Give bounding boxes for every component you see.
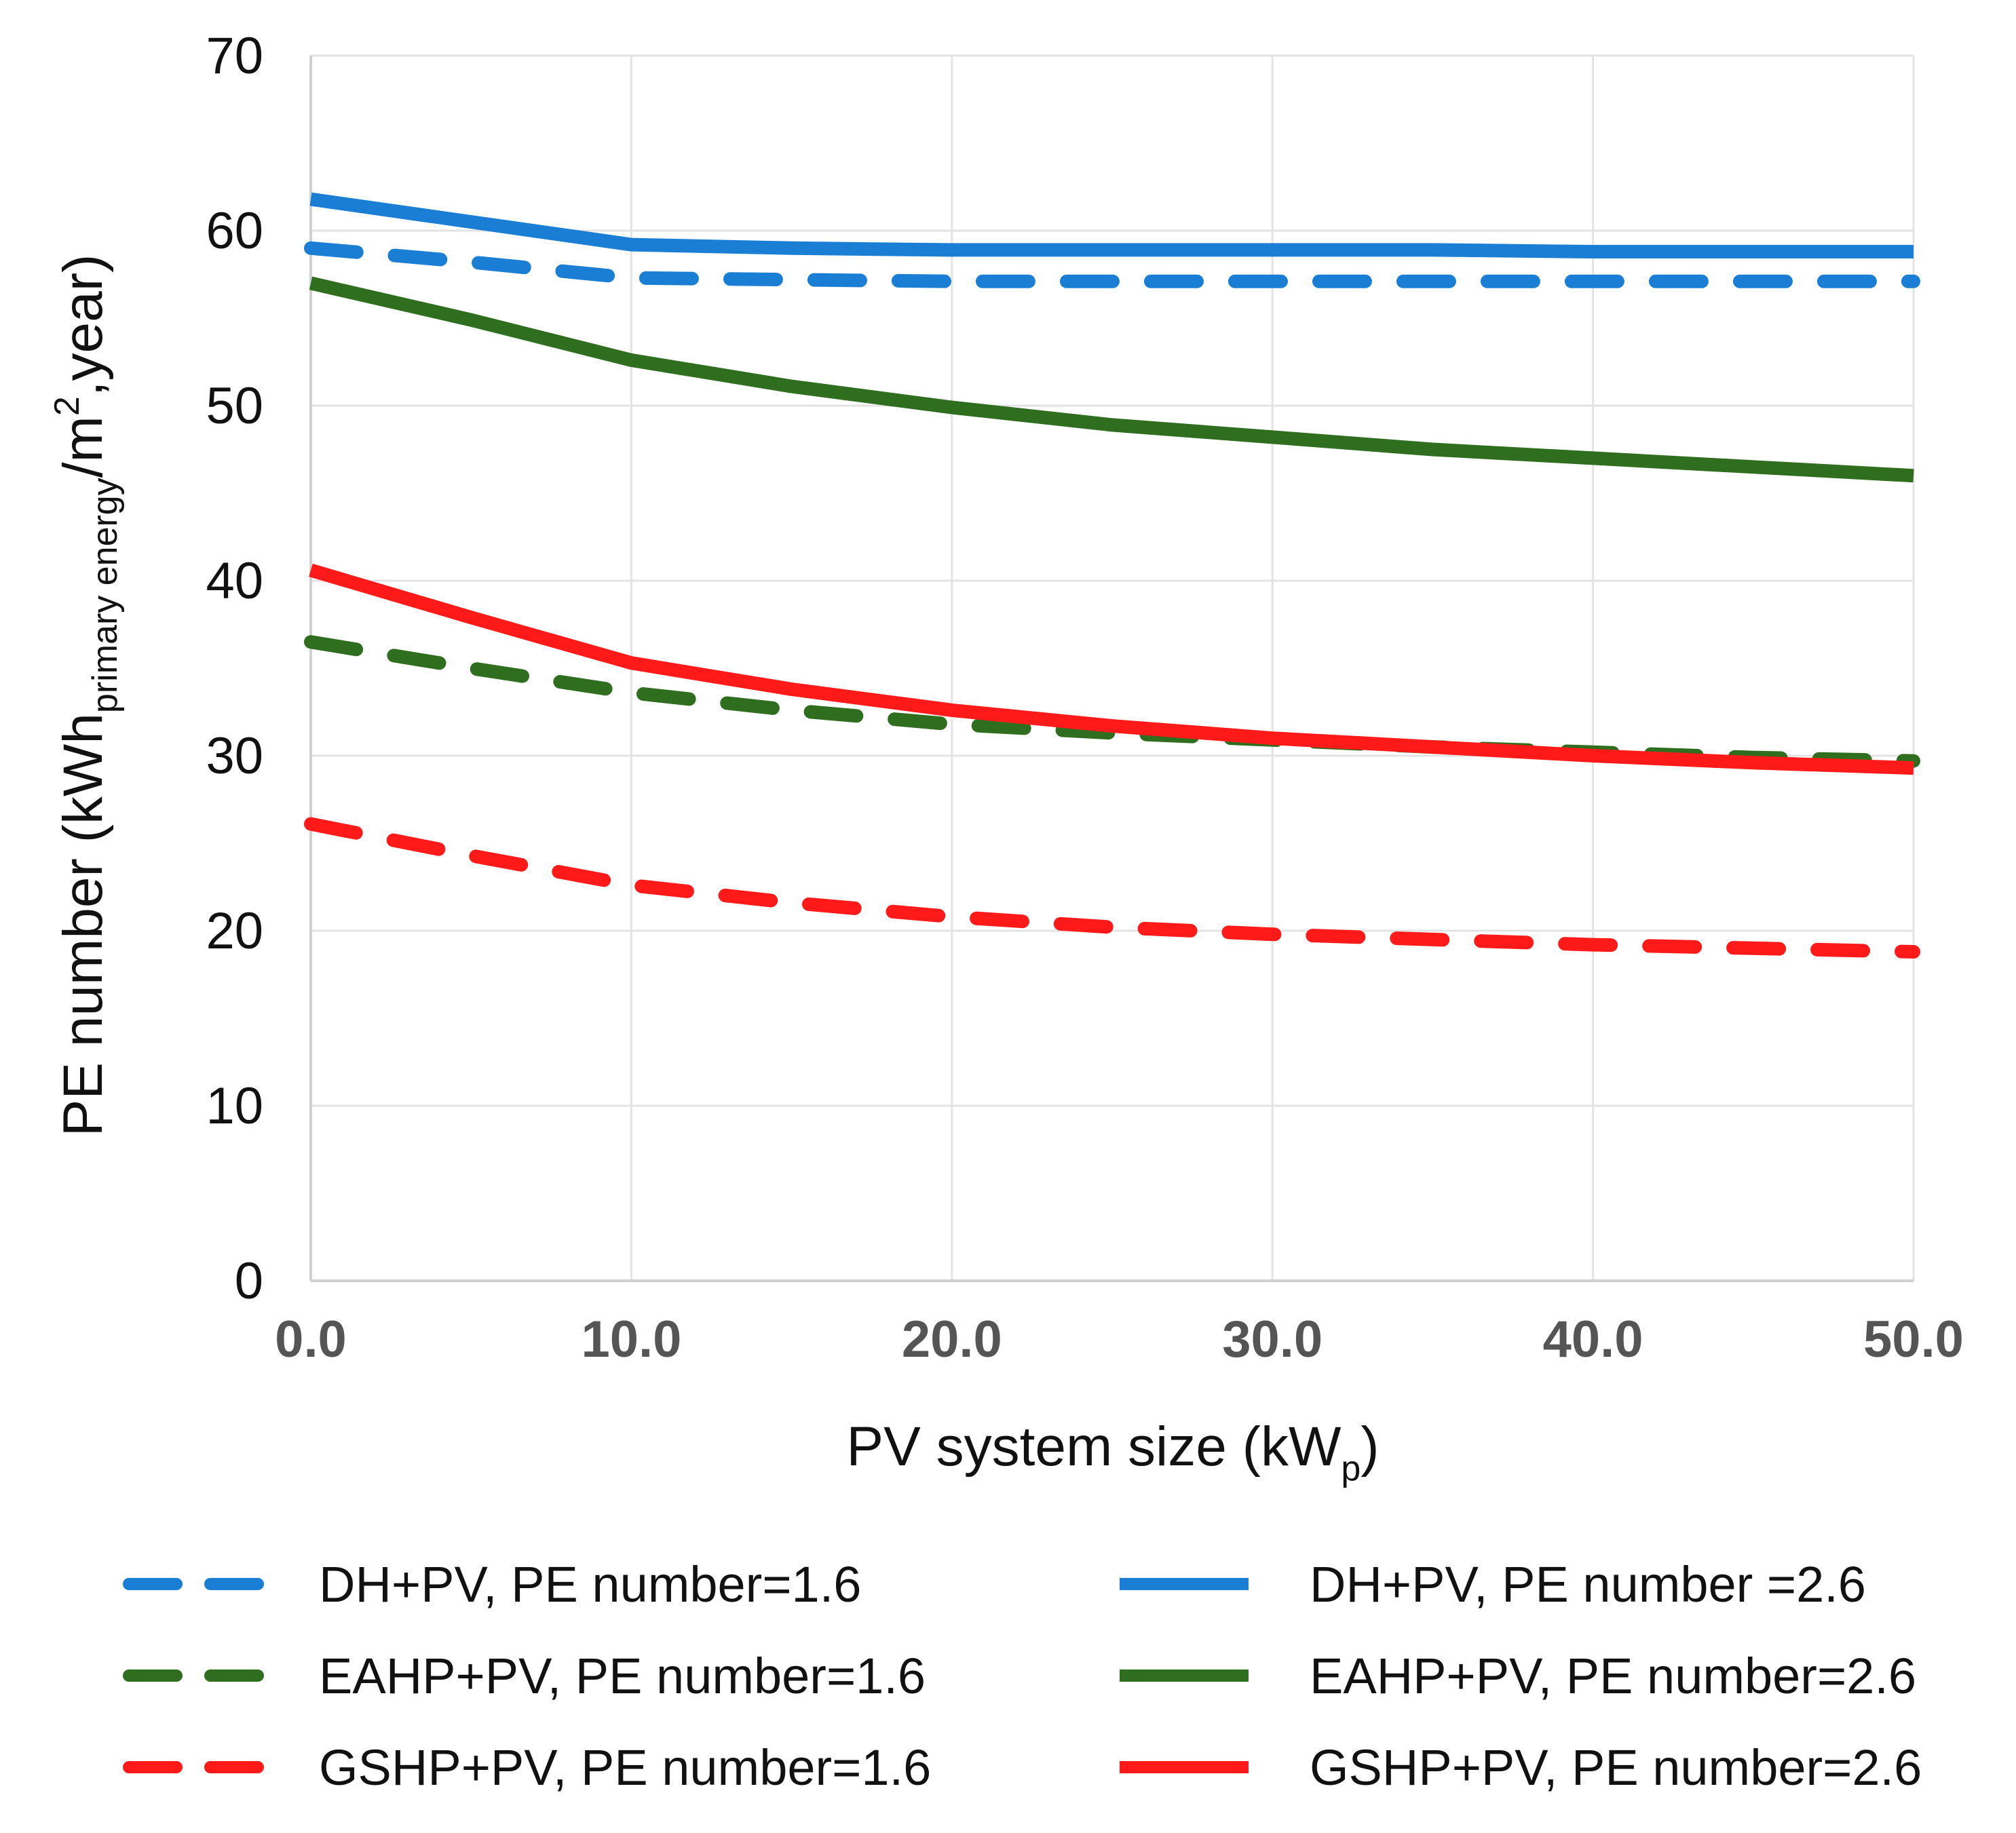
y-axis-title: PE number (kWhprimary energy/m2,year) [47,254,125,1137]
y-tick-label: 0 [235,1252,263,1310]
y-tick-label: 50 [206,377,263,435]
x-axis-ticks: 0.0 10.0 20.0 30.0 40.0 50.0 [275,1311,1964,1368]
gridlines [311,54,1915,1281]
series-line-4 [309,276,1914,483]
series-line-5 [304,817,1920,959]
y-tick-label: 60 [206,202,263,260]
y-tick-label: 40 [206,552,263,610]
y-axis-ticks: 0 10 20 30 40 50 60 70 [206,27,263,1310]
series-line-1 [304,241,1920,288]
y-tick-label: 30 [206,727,263,785]
legend-label: GSHP+PV, PE number=2.6 [1310,1739,1922,1796]
x-tick-label: 20.0 [902,1311,1002,1368]
x-tick-label: 50.0 [1863,1311,1964,1368]
legend-label: DH+PV, PE number=1.6 [319,1556,861,1613]
x-tick-label: 10.0 [581,1311,681,1368]
legend-label: DH+PV, PE number =2.6 [1310,1556,1866,1613]
series-line-2 [309,192,1914,258]
y-tick-label: 70 [206,27,263,85]
x-tick-label: 0.0 [275,1311,347,1368]
legend-label: EAHP+PV, PE number=1.6 [319,1648,926,1704]
series-lines [304,192,1920,959]
legend-label: GSHP+PV, PE number=1.6 [319,1739,931,1796]
legend-label: EAHP+PV, PE number=2.6 [1310,1648,1916,1704]
series-line-6 [309,563,1914,775]
x-axis-title: PV system size (kWp) [846,1416,1379,1488]
axes [309,56,1914,1282]
y-tick-label: 10 [206,1077,263,1135]
y-tick-label: 20 [206,902,263,960]
x-tick-label: 30.0 [1222,1311,1323,1368]
x-tick-label: 40.0 [1543,1311,1643,1368]
legend: DH+PV, PE number=1.6 EAHP+PV, PE number=1… [123,1556,1922,1796]
